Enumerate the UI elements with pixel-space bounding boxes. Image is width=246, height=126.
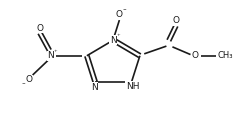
Text: O: O xyxy=(192,51,199,60)
Text: N: N xyxy=(47,51,54,60)
Text: O: O xyxy=(26,75,32,84)
Text: $^-$: $^-$ xyxy=(122,8,128,13)
Text: O: O xyxy=(116,10,123,19)
Text: O: O xyxy=(172,16,180,25)
Text: $^+$: $^+$ xyxy=(53,49,59,54)
Text: O: O xyxy=(36,24,43,33)
Text: $^-$: $^-$ xyxy=(21,82,27,87)
Text: CH₃: CH₃ xyxy=(217,51,232,60)
Text: N: N xyxy=(110,36,117,45)
Text: $^+$: $^+$ xyxy=(116,33,122,38)
Text: N: N xyxy=(91,83,97,92)
Text: NH: NH xyxy=(126,82,139,91)
